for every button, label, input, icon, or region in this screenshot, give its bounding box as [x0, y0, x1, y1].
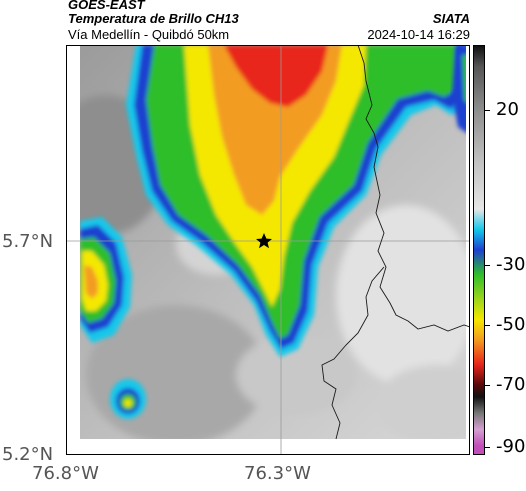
colorbar-tick: [485, 265, 490, 266]
timestamp-label: 2024-10-14 16:29: [367, 27, 470, 42]
left-margin: [66, 45, 80, 455]
colorbar: [473, 45, 485, 455]
small-storm-cell: [110, 379, 146, 419]
colorbar-tick: [485, 447, 490, 448]
bottom-margin: [66, 439, 470, 455]
colorbar-label: -90: [496, 436, 526, 457]
lat-label-5.2: 5.2°N: [2, 444, 54, 465]
product-title: Temperatura de Brillo CH13: [68, 11, 239, 26]
satellite-name: GOES-EAST: [68, 0, 145, 12]
lat-label-5.7: 5.7°N: [2, 231, 54, 252]
colorbar-tick: [485, 110, 490, 111]
organization-label: SIATA: [432, 11, 470, 26]
satellite-map: [66, 45, 470, 455]
location-star-icon: [256, 233, 272, 249]
lon-label-76.8: 76.8°W: [32, 463, 99, 484]
river-line: [321, 266, 385, 440]
colorbar-label: 20: [496, 99, 519, 120]
left-storm-cell: [80, 217, 132, 343]
lon-label-76.3: 76.3°W: [244, 463, 311, 484]
right-margin: [466, 45, 470, 455]
colorbar-tick: [485, 325, 490, 326]
border-line: [357, 45, 470, 332]
colorbar-label: -30: [496, 254, 526, 275]
colorbar-label: -70: [496, 374, 526, 395]
colorbar-label: -50: [496, 314, 526, 335]
location-label: Vía Medellín - Quibdó 50km: [68, 27, 230, 42]
colorbar-tick: [485, 385, 490, 386]
convective-cloud: [126, 45, 470, 357]
